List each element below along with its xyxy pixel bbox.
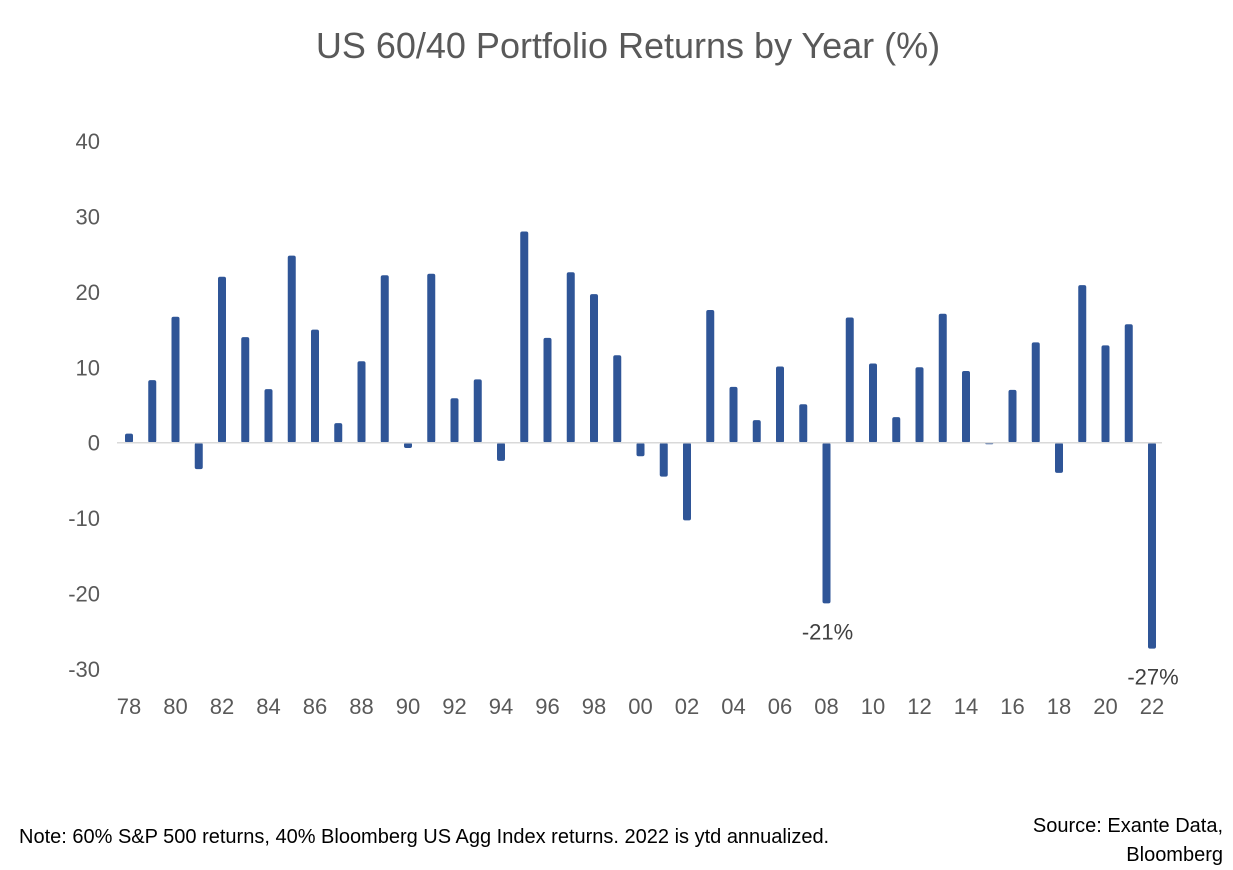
bar-94 [497,442,505,461]
bar-90 [404,442,412,448]
bar-95 [520,231,529,443]
bar-99 [613,355,622,443]
bar-06 [776,366,784,443]
y-tick-label: -20 [68,582,100,607]
bar-86 [311,329,319,443]
bar-11 [892,417,901,443]
bar-21 [1124,324,1133,443]
x-tick-label: 98 [582,694,606,719]
bar-03 [706,309,715,443]
bar-92 [450,398,459,443]
y-tick-label: 40 [76,129,100,154]
bar-19 [1078,285,1087,443]
footnote: Note: 60% S&P 500 returns, 40% Bloomberg… [19,826,830,848]
bar-17 [1031,342,1040,443]
source-line-1: Source: Exante Data, [1032,815,1223,837]
y-tick-label: 0 [88,431,100,456]
bars [125,231,1156,649]
bar-14 [962,371,970,443]
bar-20 [1101,345,1110,443]
bar-83 [241,337,250,443]
bar-81 [194,442,203,470]
x-tick-label: 22 [1140,694,1164,719]
bar-82 [218,276,226,443]
bar-78 [125,433,133,443]
x-tick-label: 06 [768,694,792,719]
x-tick-label: 14 [954,694,978,719]
x-tick-label: 80 [163,694,187,719]
x-tick-label: 84 [256,694,280,719]
data-labels: -21% -27% [802,619,1179,689]
bar-13 [938,313,947,443]
bar-08 [822,442,831,604]
bar-88 [357,361,366,443]
y-tick-label: 20 [76,280,100,305]
data-label-08: -21% [802,619,853,644]
bar-89 [380,275,389,443]
y-tick-label: 10 [76,355,100,380]
x-tick-label: 02 [675,694,699,719]
x-tick-label: 20 [1093,694,1117,719]
bar-12 [915,367,924,443]
x-tick-label: 90 [396,694,420,719]
y-axis-ticks: 40 30 20 10 0 -10 -20 -30 [68,129,100,682]
y-tick-label: -10 [68,506,100,531]
bar-98 [590,294,598,443]
bar-80 [171,316,180,443]
bar-10 [869,363,877,443]
bar-09 [845,317,854,443]
x-tick-label: 18 [1047,694,1071,719]
chart-title: US 60/40 Portfolio Returns by Year (%) [316,25,940,66]
x-tick-label: 08 [814,694,838,719]
y-tick-label: 30 [76,204,100,229]
x-tick-label: 92 [442,694,466,719]
y-tick-label: -30 [68,657,100,682]
bar-79 [148,380,157,443]
bar-04 [729,386,738,443]
bar-01 [659,442,668,477]
bar-91 [427,273,436,443]
bar-96 [543,337,552,443]
bar-85 [287,255,296,443]
x-tick-label: 16 [1000,694,1024,719]
x-tick-label: 12 [907,694,931,719]
bar-00 [636,442,645,457]
x-tick-label: 04 [721,694,745,719]
bar-02 [683,442,691,521]
bar-87 [334,423,343,443]
x-tick-label: 00 [628,694,652,719]
x-tick-label: 10 [861,694,885,719]
source-note: Source: Exante Data, Bloomberg [1033,812,1223,870]
source-line-2: Bloomberg [1126,844,1223,866]
x-tick-label: 86 [303,694,327,719]
x-tick-label: 94 [489,694,513,719]
bar-07 [799,404,808,443]
x-tick-label: 78 [117,694,141,719]
bar-18 [1055,442,1063,473]
data-label-22: -27% [1127,665,1178,690]
bar-84 [264,389,273,443]
bar-97 [566,272,575,443]
x-tick-label: 96 [535,694,559,719]
bar-22 [1148,442,1156,649]
bar-05 [752,420,761,443]
x-tick-label: 88 [349,694,373,719]
x-axis-ticks: 78 80 82 84 86 88 90 92 94 96 98 00 02 04 06 08 10 12 14 16… [117,694,1164,719]
bar-93 [473,379,482,443]
x-tick-label: 82 [210,694,234,719]
bar-16 [1008,389,1017,443]
